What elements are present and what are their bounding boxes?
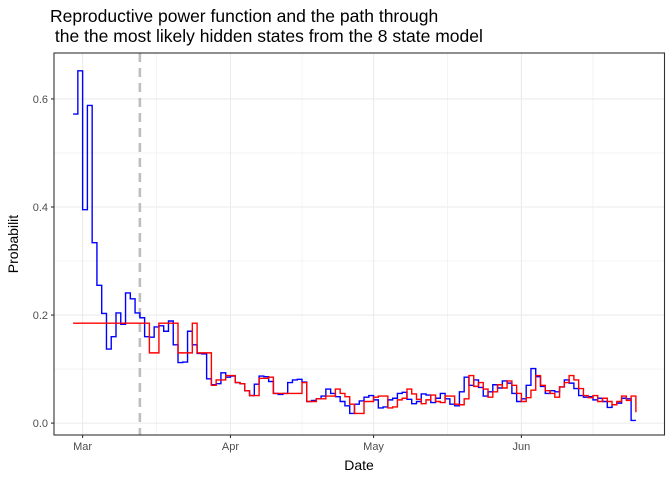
y-axis-label: Probabilit [5,215,21,273]
x-tick-label: Mar [73,441,92,453]
x-axis-label: Date [344,457,374,473]
chart-title-line-1: Reproductive power function and the path… [50,6,438,26]
series-line-blue [73,70,636,422]
x-tick-label: May [363,441,384,453]
x-tick-label: Jun [513,441,531,453]
y-tick-label: 0.4 [33,202,48,214]
x-axis-ticks: Mar Apr May Jun [73,435,530,453]
grid-lines [54,53,665,435]
series-layer [73,70,637,422]
y-tick-label: 0.6 [33,94,48,106]
x-tick-label: Apr [222,441,239,453]
y-tick-label: 0.0 [33,418,48,430]
series-line-red [73,322,637,415]
y-axis-ticks: 0.0 0.2 0.4 0.6 [33,94,54,430]
y-tick-label: 0.2 [33,310,48,322]
chart-title-line-2: the the most likely hidden states from t… [50,26,483,46]
plot-panel-border [53,52,666,436]
